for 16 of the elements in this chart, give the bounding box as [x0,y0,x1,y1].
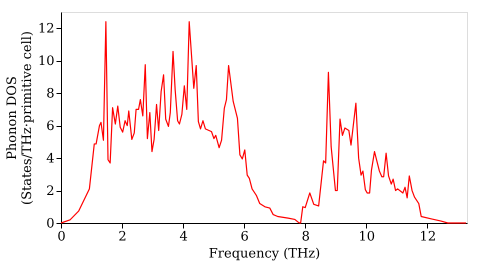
x-tick-label: 12 [420,230,436,244]
y-tick-label: 6 [46,119,54,134]
y-tick-label: 4 [46,152,54,167]
y-axis-title: Phonon DOS (States/THz·primitive cell) [4,30,35,206]
x-tick-label: 4 [179,230,188,244]
x-tick-label: 8 [302,230,310,244]
y-tick-label: 8 [46,86,54,102]
x-tick-label: 2 [118,230,127,244]
x-tick-label: 6 [240,230,249,244]
x-axis-title: Frequency (THz) [208,246,320,262]
y-tick-label: 2 [46,184,54,200]
x-tick-label: 10 [358,230,376,244]
y-tick-label: 0 [46,216,54,232]
y-tick-label: 12 [38,22,54,37]
y-tick-label: 10 [38,54,54,70]
x-tick-label: 0 [57,230,66,244]
